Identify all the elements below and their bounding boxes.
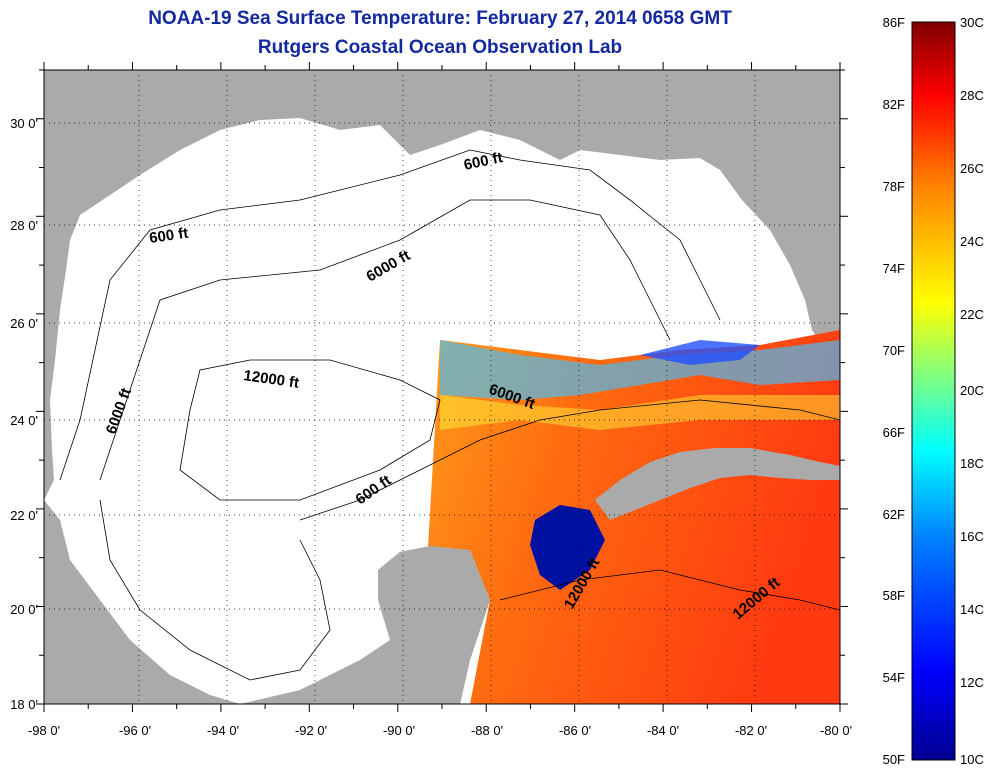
- lon-label: -88 0': [471, 723, 503, 738]
- lon-label: -98 0': [28, 723, 60, 738]
- colorbar-c-label: 16C: [960, 529, 984, 544]
- lon-label: -94 0': [207, 723, 239, 738]
- lat-label: 26 0': [10, 316, 38, 331]
- colorbar-f-label: 82F: [883, 97, 905, 112]
- lon-label: -90 0': [383, 723, 415, 738]
- colorbar-f-label: 78F: [883, 179, 905, 194]
- colorbar-f-label: 62F: [883, 507, 905, 522]
- colorbar-f-label: 58F: [883, 588, 905, 603]
- colorbar-f-label: 66F: [883, 425, 905, 440]
- land-usa: [44, 70, 840, 500]
- lon-label: -86 0': [559, 723, 591, 738]
- colorbar-f-label: 74F: [883, 261, 905, 276]
- colorbar-c-label: 30C: [960, 15, 984, 30]
- land-mexico-west: [44, 500, 240, 704]
- colorbar-c-label: 28C: [960, 88, 984, 103]
- colorbar-f-label: 70F: [883, 343, 905, 358]
- lon-label: -84 0': [647, 723, 679, 738]
- lat-label: 20 0': [10, 602, 38, 617]
- lon-label: -92 0': [295, 723, 327, 738]
- colorbar-c-label: 10C: [960, 752, 984, 767]
- lat-label: 30 0': [10, 116, 38, 131]
- lon-label: -80 0': [820, 723, 852, 738]
- colorbar-c-label: 12C: [960, 675, 984, 690]
- contour-label: 600 ft: [148, 225, 189, 247]
- colorbar: [911, 21, 956, 761]
- colorbar-f-label: 86F: [883, 15, 905, 30]
- lat-label: 22 0': [10, 508, 38, 523]
- colorbar-c-label: 22C: [960, 307, 984, 322]
- colorbar-f-label: 50F: [883, 752, 905, 767]
- colorbar-c-label: 24C: [960, 234, 984, 249]
- lon-label: -82 0': [735, 723, 767, 738]
- colorbar-c-label: 14C: [960, 602, 984, 617]
- colorbar-c-label: 26C: [960, 161, 984, 176]
- map-subtitle: Rutgers Coastal Ocean Observation Lab: [257, 37, 623, 58]
- lat-label: 18 0': [10, 697, 38, 712]
- lon-label: -96 0': [119, 723, 151, 738]
- lat-label: 28 0': [10, 218, 38, 233]
- colorbar-c-label: 18C: [960, 456, 984, 471]
- colorbar-f-label: 54F: [883, 670, 905, 685]
- sst-data-region: [428, 330, 840, 704]
- lat-label: 24 0': [10, 413, 38, 428]
- map-title: NOAA-19 Sea Surface Temperature: Februar…: [148, 8, 732, 29]
- colorbar-c-label: 20C: [960, 383, 984, 398]
